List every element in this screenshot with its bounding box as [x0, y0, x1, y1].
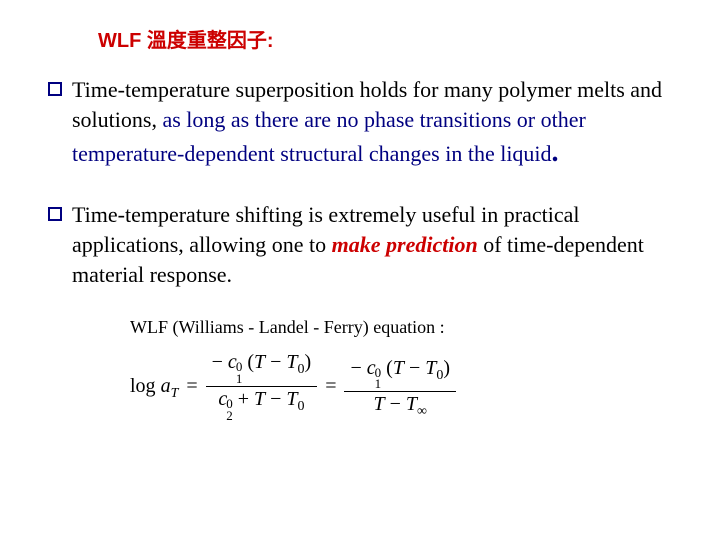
bullet-marker-icon [48, 82, 62, 96]
minus: − [350, 357, 361, 379]
minus: − [212, 351, 223, 373]
equation-body: log aT = − c01 (T − T0) c02 + T − T0 = − [130, 350, 672, 422]
sub-inf: ∞ [417, 404, 427, 419]
sub0: 0 [298, 362, 305, 377]
plus: + [238, 388, 249, 410]
minus: − [270, 388, 281, 410]
var-a: a [161, 375, 171, 397]
bullet-item: Time-temperature superposition holds for… [48, 75, 672, 172]
denominator: T − T∞ [367, 392, 433, 417]
rparen: ) [443, 357, 450, 379]
fraction-1: − c01 (T − T0) c02 + T − T0 [206, 350, 318, 422]
eq-lhs: log aT [130, 375, 178, 398]
numerator: − c01 (T − T0) [206, 350, 318, 387]
bullet-text: Time-temperature superposition holds for… [72, 75, 672, 172]
text-run-emphasis: make prediction [332, 232, 478, 257]
var-T0: T [286, 351, 297, 373]
slide-title: WLF 溫度重整因子: [98, 24, 672, 53]
sub: 2 [226, 410, 233, 422]
var-T0: T [425, 357, 436, 379]
text-run-period: . [552, 137, 559, 168]
var-T: T [373, 393, 384, 415]
numerator: − c01 (T − T0) [344, 356, 456, 393]
bullet-item: Time-temperature shifting is extremely u… [48, 200, 672, 289]
sub-sup: 01 [236, 361, 243, 384]
bullet-marker-icon [48, 207, 62, 221]
lparen: ( [247, 351, 254, 373]
equals-sign: = [186, 375, 197, 398]
var-T0: T [286, 388, 297, 410]
minus: − [390, 393, 401, 415]
sub-sup: 01 [375, 367, 382, 390]
fraction-2: − c01 (T − T0) T − T∞ [344, 356, 456, 418]
var-a-sub: T [171, 386, 179, 401]
rparen: ) [305, 351, 312, 373]
var-T: T [254, 388, 265, 410]
equation-label: WLF (Williams - Landel - Ferry) equation… [130, 317, 672, 338]
equation-block: WLF (Williams - Landel - Ferry) equation… [130, 317, 672, 422]
lparen: ( [386, 357, 393, 379]
var-T: T [254, 351, 265, 373]
sub-sup: 02 [226, 398, 233, 421]
equals-sign: = [325, 375, 336, 398]
minus: − [270, 351, 281, 373]
sub: 1 [375, 378, 382, 390]
var-T: T [393, 357, 404, 379]
sub: 1 [236, 373, 243, 385]
log-text: log [130, 375, 161, 397]
denominator: c02 + T − T0 [212, 387, 310, 423]
var-Tinf: T [406, 393, 417, 415]
bullet-text: Time-temperature shifting is extremely u… [72, 200, 672, 289]
minus: − [409, 357, 420, 379]
sub0: 0 [298, 399, 305, 414]
